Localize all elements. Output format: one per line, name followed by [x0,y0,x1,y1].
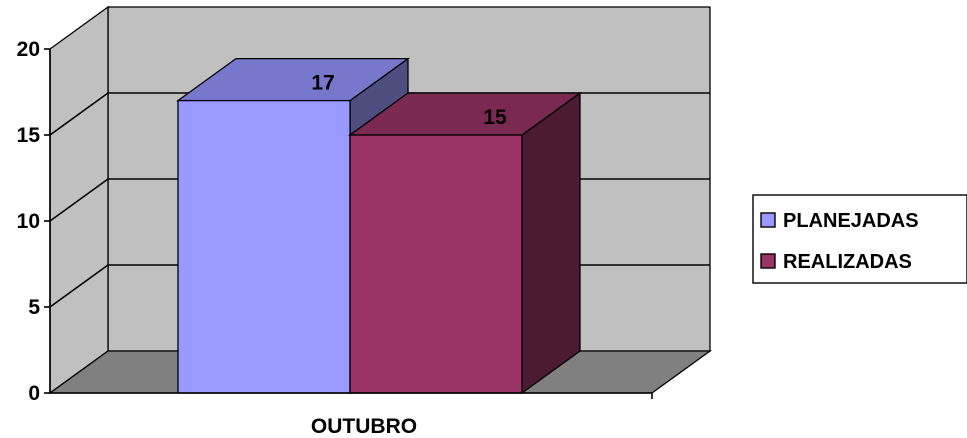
axes [44,48,653,399]
legend-swatch-realizadas [760,253,776,269]
y-tick-label: 0 [28,382,40,405]
category-labels: OUTUBRO [311,415,417,438]
bar-planejadas [177,99,351,394]
data-label-planejadas: 17 [311,72,334,95]
legend: PLANEJADAS REALIZADAS [752,194,967,284]
y-tick-label: 5 [28,296,40,319]
data-label-realizadas: 15 [483,106,507,129]
y-tick-labels: 0 5 10 15 20 [17,38,41,405]
y-tick-label: 15 [17,124,41,147]
y-tick-label: 10 [17,210,40,233]
legend-label-planejadas: PLANEJADAS [783,210,919,232]
category-label: OUTUBRO [311,415,417,438]
bar-side-realizadas [521,91,581,395]
bar-realizadas [349,134,523,394]
legend-label-realizadas: REALIZADAS [783,251,912,273]
y-tick-label: 20 [17,38,40,61]
bars [175,57,583,395]
legend-box [752,194,967,284]
legend-swatch-planejadas [760,212,776,228]
